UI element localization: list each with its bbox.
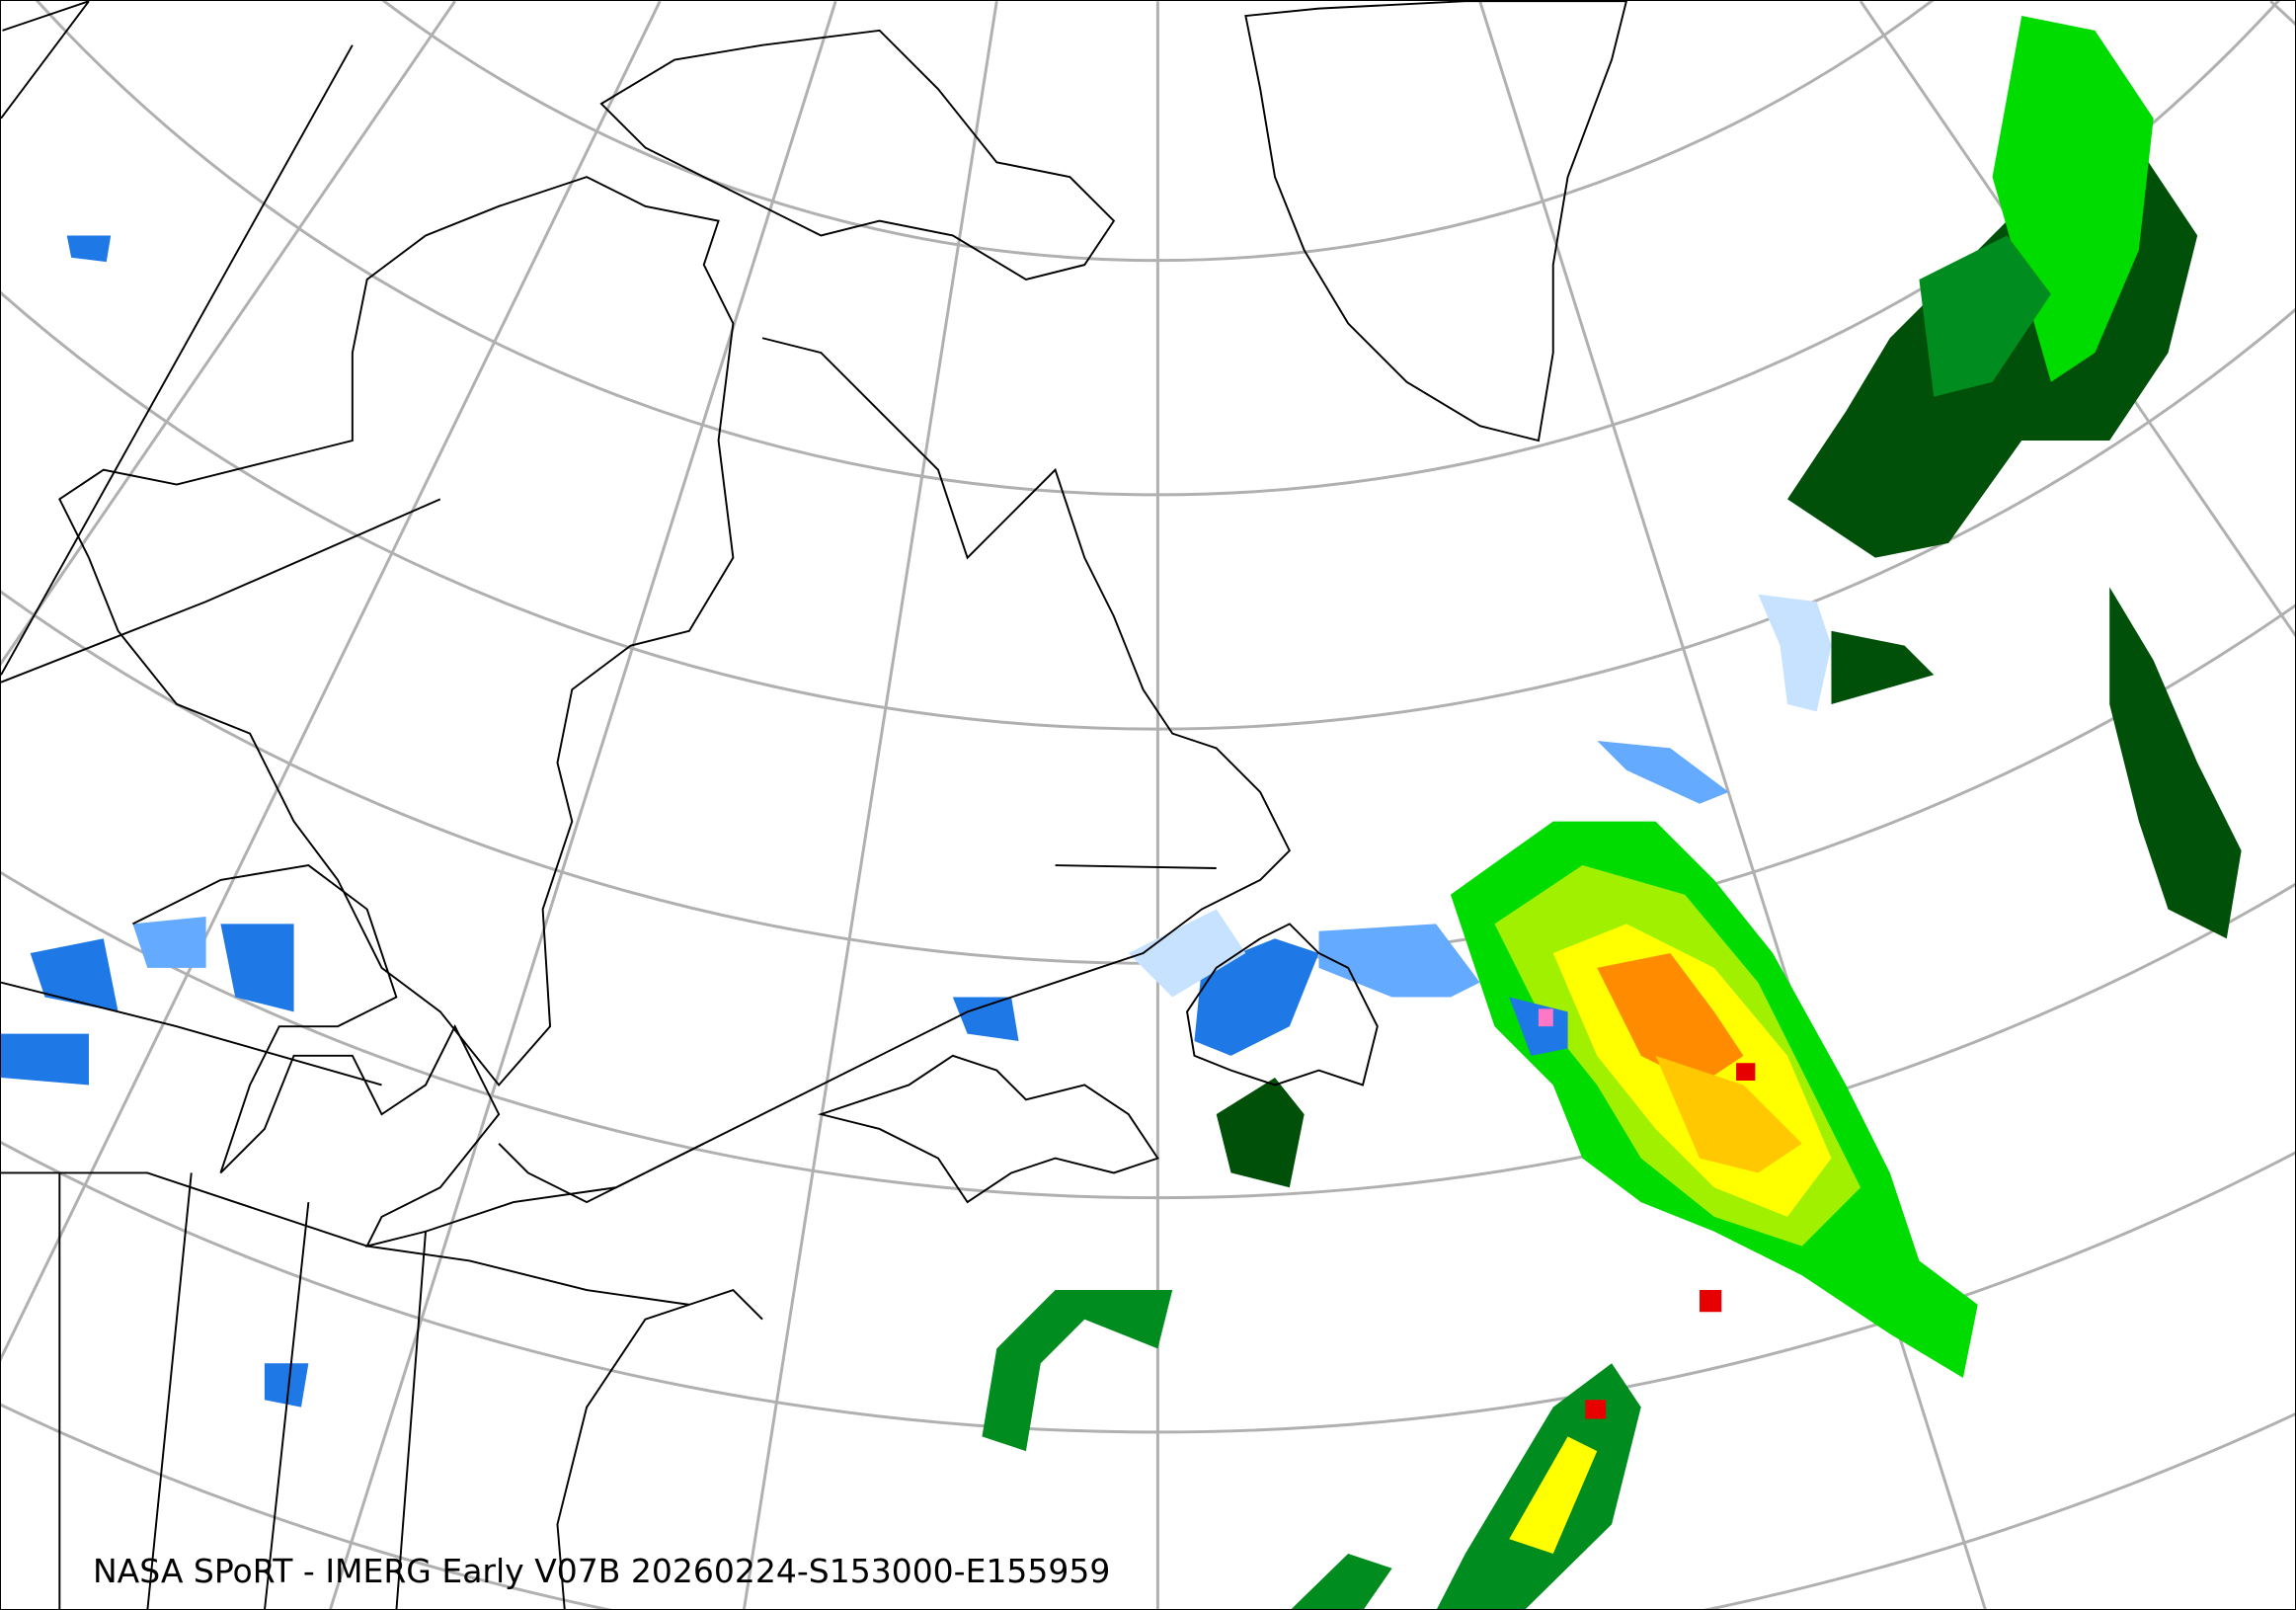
meridian-line — [1478, 1, 1987, 1609]
precipitation-area — [1216, 1078, 1305, 1188]
baffin-coast — [599, 29, 1116, 281]
parallel-line — [1, 870, 2295, 1199]
great-lakes — [132, 864, 705, 1248]
precipitation-area — [1291, 1553, 1392, 1609]
precipitation-area — [1736, 1063, 1756, 1082]
precipitation-area — [1538, 1008, 1553, 1027]
labrador-coast — [498, 337, 1292, 1204]
precipitation-area — [220, 924, 294, 1012]
precipitation-area — [1194, 938, 1319, 1056]
precipitation-area — [1, 1033, 89, 1086]
newfoundland-coast — [1186, 923, 1379, 1087]
precipitation-area — [264, 1363, 309, 1408]
precipitation-layer — [1, 16, 2242, 1609]
meridian-line — [742, 1, 998, 1609]
hudson-bay-coast — [58, 176, 735, 1087]
precipitation-area — [1758, 594, 1832, 712]
meridian-line — [1, 1, 662, 1362]
precipitation-area — [1919, 235, 2051, 397]
precipitation-area — [952, 997, 1019, 1041]
precipitation-area — [1597, 741, 1729, 804]
meridian-line — [329, 1, 837, 1609]
precipitation-area — [1655, 1055, 1802, 1173]
precipitation-area — [1318, 924, 1480, 998]
precipitation-area — [1509, 1436, 1598, 1554]
precipitation-area — [1585, 1400, 1607, 1419]
us-east-coast — [556, 1288, 763, 1609]
greenland-coast — [1244, 1, 1627, 443]
precipitation-area — [2109, 587, 2242, 939]
precipitation-area — [1700, 1290, 1722, 1313]
meridian-line — [2269, 1, 2295, 26]
precipitation-area — [1831, 630, 1935, 704]
parallel-line — [1, 1140, 2295, 1433]
maritimes-coast — [817, 1054, 1159, 1204]
precipitation-area — [66, 235, 112, 263]
precipitation-area — [1597, 953, 1744, 1086]
map-caption: NASA SPoRT - IMERG Early V07B 20260224-S… — [93, 1552, 1111, 1590]
meridian-line — [1, 1, 456, 667]
precipitation-area — [1437, 1363, 1641, 1609]
precipitation-area — [30, 938, 119, 1012]
state-province-borders — [1, 1, 1217, 1609]
precipitation-area — [132, 916, 206, 968]
precipitation-area — [982, 1290, 1173, 1452]
parallel-line — [381, 1, 1934, 262]
coastlines-borders — [1, 1, 1627, 1609]
precipitation-area — [1128, 909, 1246, 998]
